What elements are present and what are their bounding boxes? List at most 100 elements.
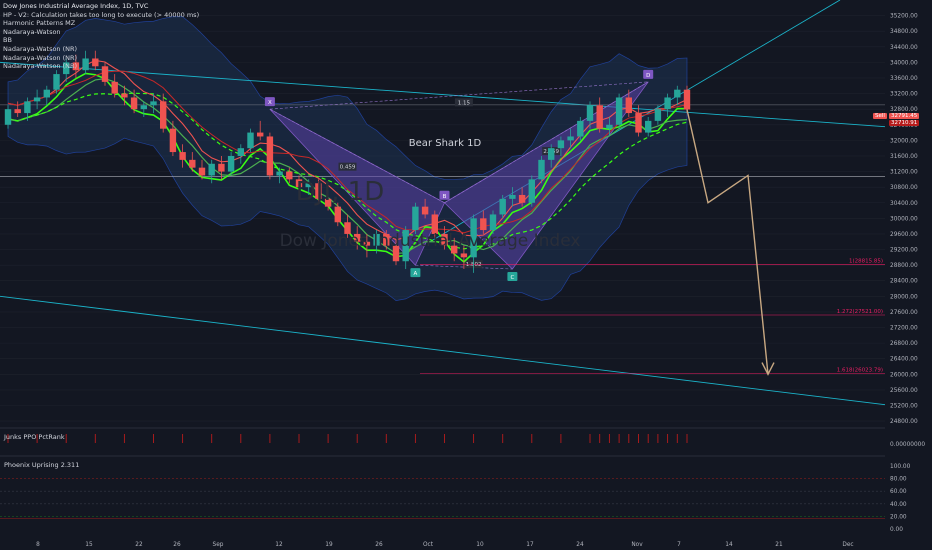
y-tick-label: 28400.00 [890, 279, 918, 285]
candle-body [567, 136, 574, 141]
candle-body [92, 58, 99, 67]
y-tick-label: 26000.00 [890, 372, 918, 378]
candle-body [101, 66, 109, 82]
y-tick-label: 33600.00 [890, 76, 918, 82]
candle-body [441, 233, 448, 246]
candle-body [305, 183, 312, 188]
candle-body [218, 163, 225, 172]
candle-body [392, 245, 400, 262]
candle-body [266, 136, 274, 176]
candle-body [43, 89, 50, 98]
pattern-point-marker [643, 69, 654, 79]
candle-body [615, 97, 623, 125]
x-tick-label: Oct [423, 542, 434, 548]
candle-body [577, 120, 584, 137]
second-price-tag: 32710.91 [889, 120, 920, 126]
legend-line[interactable]: BB [3, 36, 12, 45]
projection-line [686, 109, 769, 375]
candle-body [635, 113, 642, 133]
ratio-badge [338, 162, 357, 171]
candle-body [179, 152, 186, 160]
ppo-title[interactable]: Junks PPO PctRank [4, 433, 65, 441]
x-tick-label: Sep [213, 542, 224, 548]
y-tick-label: 34800.00 [890, 29, 918, 35]
phoenix-tick: 80.00 [890, 477, 907, 483]
candle-body [150, 101, 157, 106]
time-axis: 8 15 22 26 Sep 12 19 26 Oct 10 17 24 Nov 7 14 21 Dec [36, 542, 853, 548]
y-tick-label: 28800.00 [890, 263, 918, 269]
legend-line[interactable]: Nadaraya-Watson (NR) [3, 53, 78, 62]
x-tick-label: 17 [526, 542, 534, 548]
candle-body [189, 159, 196, 168]
candle-body [334, 206, 341, 223]
target-lines: 1(28815.85) 1.272(27521.00) 1.618(26023.79… [420, 259, 885, 374]
x-tick-label: 7 [677, 542, 681, 548]
candle-body [354, 233, 361, 242]
candle-body [451, 245, 458, 254]
x-tick-label: 21 [775, 542, 783, 548]
candle-body [557, 140, 565, 149]
pattern-ratio-line [444, 81, 649, 204]
candle-body [295, 179, 303, 188]
target-label: 1.272(27521.00) [837, 309, 883, 315]
candle-body [257, 132, 264, 137]
watermark-name: Dow Jones Industrial Average Index [280, 231, 581, 251]
x-tick-label: 26 [173, 542, 181, 548]
candle-body [140, 105, 147, 110]
price-axis: 24800.00 25200.00 25600.00 26000.00 26400.00… [885, 0, 932, 550]
candle-body [344, 222, 351, 234]
candle-body [276, 171, 283, 176]
legend-line[interactable]: Harmonic Patterns MZ [3, 19, 76, 28]
y-tick-label: 29200.00 [890, 248, 918, 254]
pattern-point-label: X [268, 100, 272, 106]
watermark-ticker: DJI, 1D [296, 177, 384, 207]
candle-body [121, 93, 128, 98]
phoenix-title[interactable]: Phoenix Uprising 2.311 [4, 461, 80, 469]
x-tick-label: Nov [631, 542, 643, 548]
phoenix-tick: 60.00 [890, 489, 907, 495]
candle-body [625, 97, 632, 114]
candle-body [24, 101, 31, 114]
candle-body [528, 179, 535, 203]
candle-body [470, 218, 477, 258]
candle-body [373, 233, 380, 246]
y-tick-label: 32800.00 [890, 107, 918, 113]
pattern-point-marker [507, 272, 518, 282]
legend-title: Dow Jones Industrial Average Index, 1D, … [3, 2, 149, 10]
legend-line[interactable]: Nadaraya-Watson [3, 27, 61, 36]
x-tick-label: 26 [375, 542, 383, 548]
candle-body [499, 198, 506, 215]
candle-body [198, 167, 206, 176]
candle-body [33, 97, 41, 102]
pattern-point-marker [439, 190, 450, 200]
candle-body [645, 120, 652, 133]
candle-body [82, 58, 89, 71]
y-tick-label: 30000.00 [890, 216, 918, 222]
legend-line[interactable]: Nadaraya-Watson (NR) [3, 44, 78, 53]
y-tick-label: 33200.00 [890, 92, 918, 98]
candle-body [460, 253, 468, 258]
x-tick-label: 22 [135, 542, 143, 548]
y-tick-label: 24800.00 [890, 419, 918, 425]
ratio-label: 1.15 [458, 100, 471, 106]
candle-body [412, 206, 419, 231]
candle-body [53, 74, 60, 90]
candle-body [402, 230, 409, 262]
candle-body [14, 109, 21, 114]
sell-tag: Sell [873, 113, 887, 119]
upper-trendline [0, 61, 886, 128]
pattern-point-label: B [443, 194, 447, 200]
candle-body [548, 148, 555, 160]
y-tick-label: 25600.00 [890, 388, 918, 394]
pattern-name: Bear Shark 1D [409, 138, 482, 149]
legend-line[interactable]: HP - V2: Calculation takes too long to e… [3, 10, 200, 19]
y-tick-label: 29600.00 [890, 232, 918, 238]
pattern-point-label: A [414, 271, 418, 277]
legend-line[interactable]: Nadaraya-Watson (NR) [3, 62, 78, 71]
candle-body [169, 128, 177, 153]
target-label: 1.618(26023.79) [837, 367, 883, 373]
nadaraya-watson-line [7, 92, 688, 250]
legend: Dow Jones Industrial Average Index, 1D, … [3, 2, 199, 71]
axis-bg [885, 0, 932, 550]
